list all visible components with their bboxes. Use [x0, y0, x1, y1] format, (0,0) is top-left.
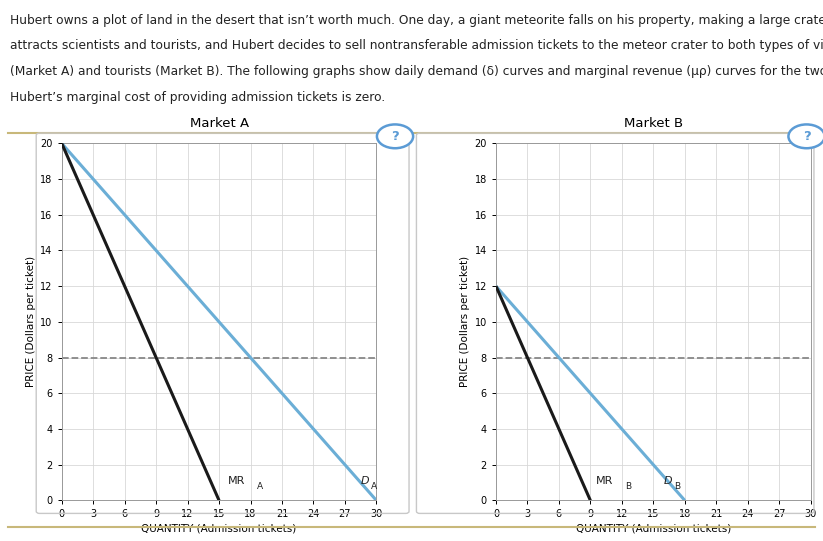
- Y-axis label: PRICE (Dollars per ticket): PRICE (Dollars per ticket): [460, 256, 471, 387]
- Text: ?: ?: [802, 130, 811, 143]
- Text: ?: ?: [391, 130, 399, 143]
- Title: Market B: Market B: [624, 117, 683, 130]
- Text: B: B: [625, 483, 631, 492]
- Text: A: A: [371, 483, 377, 492]
- Text: B: B: [674, 483, 681, 492]
- Title: Market A: Market A: [189, 117, 249, 130]
- Text: MR: MR: [227, 476, 244, 486]
- Text: MR: MR: [596, 476, 613, 486]
- Y-axis label: PRICE (Dollars per ticket): PRICE (Dollars per ticket): [26, 256, 36, 387]
- X-axis label: QUANTITY (Admission tickets): QUANTITY (Admission tickets): [576, 524, 731, 533]
- Text: D: D: [360, 476, 370, 486]
- Text: Hubert owns a plot of land in the desert that isn’t worth much. One day, a giant: Hubert owns a plot of land in the desert…: [10, 14, 823, 27]
- Text: D: D: [664, 476, 672, 486]
- X-axis label: QUANTITY (Admission tickets): QUANTITY (Admission tickets): [142, 524, 296, 533]
- Text: A: A: [257, 483, 263, 492]
- Text: attracts scientists and tourists, and Hubert decides to sell nontransferable adm: attracts scientists and tourists, and Hu…: [10, 39, 823, 52]
- Text: Hubert’s marginal cost of providing admission tickets is zero.: Hubert’s marginal cost of providing admi…: [10, 91, 385, 104]
- Text: (Market A) and tourists (Market B). The following graphs show daily demand (δ) c: (Market A) and tourists (Market B). The …: [10, 65, 823, 78]
